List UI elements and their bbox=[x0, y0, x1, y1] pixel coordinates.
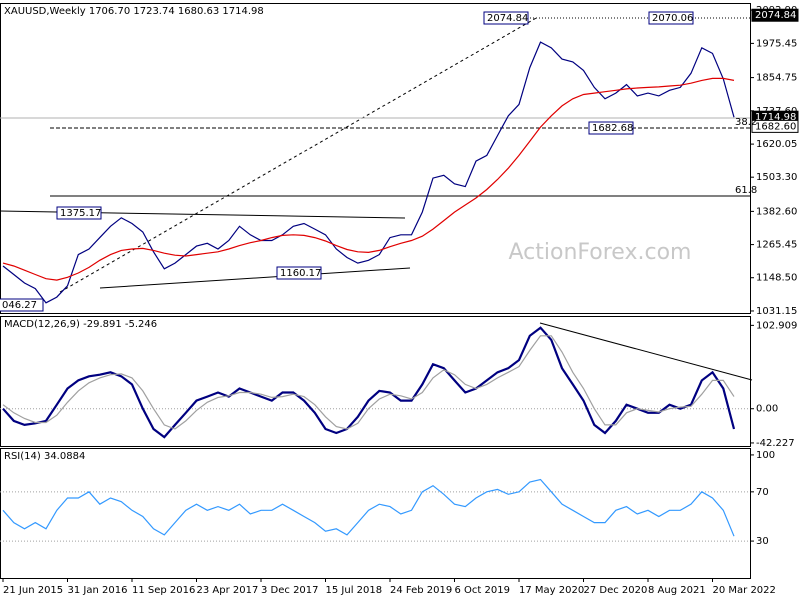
annotation: 61.8 bbox=[735, 185, 757, 196]
x-tick-label: 3 Dec 2017 bbox=[261, 585, 319, 596]
y-tick-label: 30 bbox=[756, 536, 769, 547]
y-tick-label: 1382.60 bbox=[756, 206, 797, 217]
trend-line bbox=[99, 267, 411, 289]
series-line bbox=[2, 41, 735, 304]
watermark: ActionForex.com bbox=[509, 240, 692, 265]
x-tick-label: 31 Jan 2016 bbox=[68, 585, 128, 596]
annotation: 1160.17 bbox=[280, 268, 321, 279]
series-line bbox=[2, 478, 735, 537]
price-box-label: 2074.84 bbox=[755, 10, 796, 21]
y-tick-label: 1031.15 bbox=[756, 306, 797, 317]
x-tick-label: 21 Jun 2015 bbox=[3, 585, 63, 596]
x-tick-label: 20 Mar 2022 bbox=[713, 585, 776, 596]
price-panel bbox=[0, 3, 751, 314]
price-box bbox=[751, 8, 799, 22]
annotation-box bbox=[648, 11, 694, 25]
series-line bbox=[2, 77, 735, 281]
y-tick-label: 70 bbox=[756, 487, 769, 498]
price-box-label: 1714.98 bbox=[755, 112, 796, 123]
y-tick-label: 1503.30 bbox=[756, 172, 797, 183]
y-tick-label: 102.909 bbox=[756, 320, 797, 331]
macd-panel bbox=[0, 316, 751, 447]
panel-title: RSI(14) 34.0884 bbox=[4, 451, 85, 462]
chart-title: XAUUSD,Weekly 1706.70 1723.74 1680.63 17… bbox=[4, 6, 264, 17]
annotation-box bbox=[56, 206, 102, 220]
y-tick-label: 1265.45 bbox=[756, 240, 797, 251]
annotation-box bbox=[276, 266, 322, 280]
price-box bbox=[751, 119, 799, 133]
annotation-box bbox=[0, 298, 44, 312]
trend-line bbox=[59, 16, 539, 293]
annotation: 2070.06 bbox=[652, 13, 693, 24]
annotation: 2074.84 bbox=[487, 13, 528, 24]
y-tick-label: 1620.05 bbox=[756, 139, 797, 150]
series-line bbox=[2, 335, 735, 430]
x-tick-label: 11 Sep 2016 bbox=[132, 585, 195, 596]
x-tick-label: 8 Aug 2021 bbox=[648, 585, 706, 596]
annotation: 1682.68 bbox=[592, 123, 633, 134]
annotation: 1375.17 bbox=[60, 208, 101, 219]
panel-title: MACD(12,26,9) -29.891 -5.246 bbox=[4, 319, 157, 330]
y-tick-label: 1148.50 bbox=[756, 273, 797, 284]
x-tick-label: 24 Feb 2019 bbox=[390, 585, 452, 596]
x-tick-label: 23 Apr 2017 bbox=[197, 585, 259, 596]
trend-line bbox=[539, 322, 753, 381]
annotation: 38.2 bbox=[735, 117, 757, 128]
y-tick-label: -42.227 bbox=[756, 438, 795, 449]
rsi-panel bbox=[0, 448, 751, 579]
annotation-box bbox=[588, 121, 634, 135]
x-tick-label: 6 Oct 2019 bbox=[455, 585, 510, 596]
y-tick-label: 1854.75 bbox=[756, 73, 797, 84]
y-tick-label: 0.00 bbox=[756, 404, 778, 415]
annotation-box bbox=[483, 11, 529, 25]
price-box-label: 1682.60 bbox=[755, 121, 796, 132]
x-tick-label: 17 May 2020 bbox=[519, 585, 584, 596]
y-tick-label: 100 bbox=[756, 450, 775, 461]
y-tick-label: 1975.45 bbox=[756, 38, 797, 49]
annotation: 046.27 bbox=[2, 300, 37, 311]
x-tick-label: 27 Dec 2020 bbox=[584, 585, 648, 596]
x-tick-label: 15 Jul 2018 bbox=[326, 585, 383, 596]
